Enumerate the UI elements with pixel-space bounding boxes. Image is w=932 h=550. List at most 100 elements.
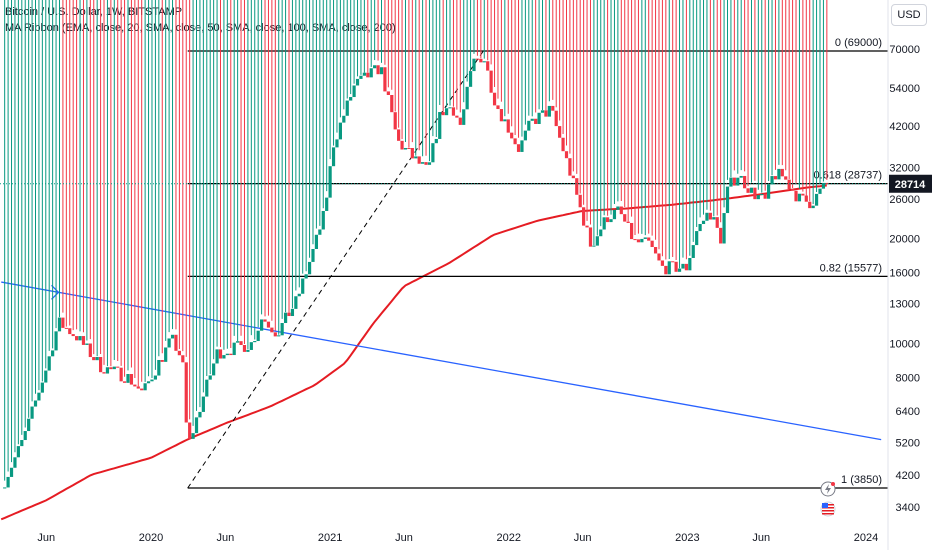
candle-body [328,166,332,198]
candle-body [527,120,531,131]
candle-body [465,86,469,110]
candle-body [345,100,349,116]
lightning-alert-icon-dot [831,482,835,486]
candle-body [640,238,644,243]
candle-body [6,476,10,488]
currency-button[interactable]: USD [891,4,927,26]
candle-body [777,168,781,180]
candle-body [379,67,384,75]
candle-body [588,227,593,247]
candle-body [516,144,521,152]
candle-body [636,239,641,243]
candle-body [143,383,147,391]
candle-body [366,72,370,78]
candle-body [321,210,325,230]
candle-body [698,224,702,232]
candle-body [280,323,284,336]
candle-body [739,175,743,178]
candle-body [489,70,493,93]
candle-body [804,195,808,202]
candle-body [57,317,62,332]
ma200-layer [0,184,827,521]
us-flag-icon[interactable] [820,501,836,517]
candle-body [475,58,480,60]
candle-body [146,381,151,384]
x-tick-label: 2021 [318,532,342,544]
candle-body [582,207,586,226]
candle-body [746,188,750,193]
candle-body [253,341,257,343]
candle-body [421,162,425,164]
candle-body [818,188,822,194]
candle-body [763,193,767,199]
candle-body [602,217,606,230]
candle-body [369,68,373,78]
candle-body [749,187,754,193]
descending-trendline[interactable] [1,281,882,441]
candle-body [520,140,524,152]
candle-body [27,418,31,432]
candle-body [417,156,421,164]
candle-body [140,388,144,391]
candle-body [729,177,733,187]
candle-body [81,336,86,345]
candle-body [218,349,223,359]
trendline-layer[interactable] [1,281,882,441]
candle-body [273,332,277,337]
y-tick-label: 20000 [889,234,920,246]
candle-body [808,201,812,209]
x-tick-label: 2023 [675,532,699,544]
candle-body [773,176,778,180]
candle-body [95,357,99,361]
candle-body [260,319,264,331]
candle-body [743,175,747,189]
candle-body [479,58,483,63]
lightning-alert-icon[interactable] [820,481,836,497]
candle-body [352,85,356,98]
candle-body [232,342,236,356]
x-tick-label: 2024 [854,532,878,544]
candle-body [756,195,760,200]
candle-body [551,105,555,111]
candle-body [188,422,192,439]
candle-body [506,119,510,133]
candle-body [246,349,250,352]
candle-body [715,217,719,228]
candle-body [51,350,55,357]
candle-body [311,249,315,262]
candle-body [318,229,322,235]
candle-body [122,381,127,383]
candle-body [486,61,490,71]
candle-body [712,217,716,220]
candle-body [78,336,82,341]
candle-body [383,67,387,92]
candle-body [410,148,414,159]
candle-body [681,263,685,269]
candle-body [256,330,260,342]
candle-body [71,334,75,337]
candle-body [468,71,473,87]
y-tick-label: 42000 [889,121,920,133]
candle-body [16,446,20,458]
candle-body [643,237,647,239]
candle-body [390,95,394,113]
candle-body [225,353,229,356]
candle-body [177,350,181,356]
candle-body [585,225,589,228]
candle-body [307,261,312,275]
candle-body [424,162,428,165]
us-flag-icon-canton [822,503,828,508]
candle-body [431,143,435,163]
candle-body [47,356,51,371]
candle-body [653,247,658,254]
candle-body [633,239,637,241]
candle-body [472,58,476,72]
candle-body [451,107,456,116]
candle-body [540,110,545,113]
candle-body [54,331,58,351]
candle-body [725,186,730,214]
fib-trend-line[interactable] [187,50,484,489]
candle-body [112,366,116,370]
